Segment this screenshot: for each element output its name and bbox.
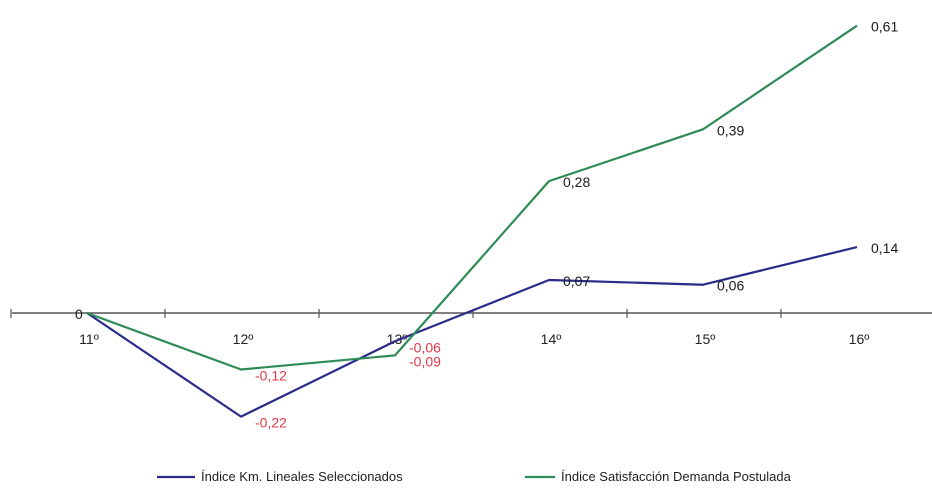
data-label: 0: [75, 306, 83, 322]
data-label: 0,28: [563, 174, 590, 190]
x-axis-tick-labels: 11º 12º 13º 14º 15º 16º: [79, 331, 869, 347]
data-label: 0,39: [717, 122, 744, 138]
x-tick-label: 15º: [695, 331, 716, 347]
data-labels: 0 -0,22 -0,06 0,07 0,06 0,14 -0,12 -0,09 0,28 0,3…: [75, 19, 898, 431]
legend-label: Índice Satisfacción Demanda Postulada: [561, 469, 792, 484]
data-label: 0,07: [563, 273, 590, 289]
x-tick-label: 12º: [233, 331, 254, 347]
series-line-2: [86, 24, 858, 371]
legend: Índice Km. Lineales Seleccionados Índice …: [157, 469, 792, 484]
data-label: -0,22: [255, 415, 287, 431]
data-label: -0,12: [255, 368, 287, 384]
x-tick-label: 11º: [79, 331, 99, 347]
data-label: 0,06: [717, 278, 744, 294]
series-line-1: [86, 245, 858, 418]
x-tick-label: 14º: [541, 331, 562, 347]
series-lines: [86, 24, 858, 418]
data-label: 0,14: [871, 240, 898, 256]
x-tick-label: 16º: [849, 331, 870, 347]
data-label: 0,61: [871, 19, 898, 35]
data-label: -0,06: [409, 339, 441, 355]
legend-label: Índice Km. Lineales Seleccionados: [201, 469, 403, 484]
data-label: -0,09: [409, 353, 441, 369]
